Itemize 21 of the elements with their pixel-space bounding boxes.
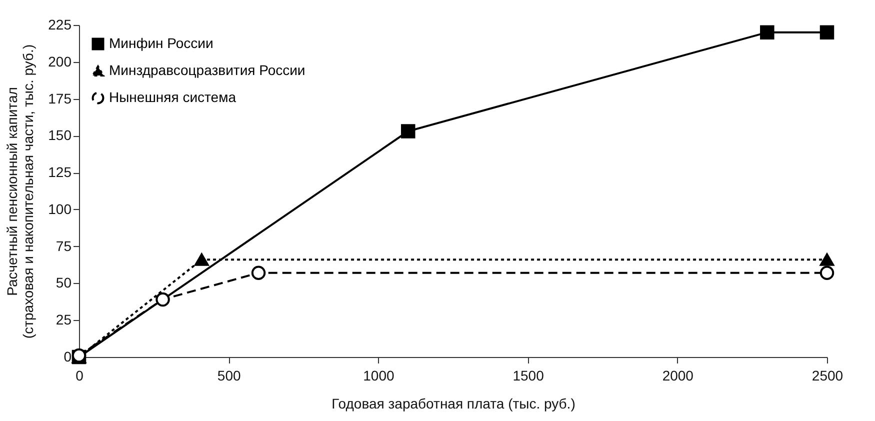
y-tick-label: 75 [56,238,72,254]
y-tick-label: 50 [56,274,72,291]
x-tick-label: 2000 [662,368,694,384]
legend-label: Минздравсоцразвития России [109,62,306,78]
x-tick-label: 2500 [812,368,844,384]
y-tick-label: 125 [48,164,72,180]
x-tick-label: 500 [217,368,241,384]
x-tick-label: 1000 [363,368,394,384]
y-tick-label: 175 [48,90,72,106]
x-tick-label: 0 [76,368,84,384]
legend-label: Минфин России [109,35,214,51]
x-tick-label: 1500 [512,368,544,384]
x-axis-title: Годовая заработная плата (тыс. руб.) [332,396,576,412]
y-axis-title: Расчетный пенсионный капитал (страховая и накопительная части, тыс. руб.) [4,44,36,339]
y-tick-label: 225 [48,16,72,32]
y-tick-label: 150 [48,127,72,144]
y-tick-label: 200 [48,53,72,70]
y-tick-label: 25 [56,312,72,328]
y-tick-label: 0 [64,348,72,364]
legend-label: Нынешняя система [109,89,236,105]
y-tick-label: 100 [48,200,72,217]
